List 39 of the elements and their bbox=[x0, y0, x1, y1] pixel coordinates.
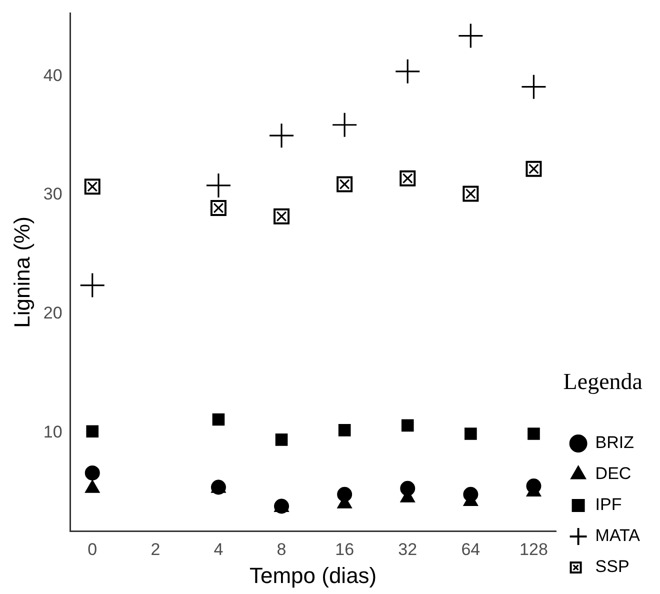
point bbox=[80, 273, 104, 298]
point bbox=[463, 486, 478, 502]
x-tick-label: 16 bbox=[335, 540, 354, 560]
x-tick-label: 2 bbox=[150, 540, 160, 560]
legend-label: SSP bbox=[595, 557, 630, 576]
legend-label: IPF bbox=[595, 495, 622, 514]
y-tick-label: 40 bbox=[43, 66, 62, 85]
legend-label: DEC bbox=[595, 464, 632, 484]
point bbox=[84, 465, 100, 480]
legend-label: MATA bbox=[595, 526, 641, 546]
x-tick-label: 4 bbox=[214, 540, 224, 560]
x-tick-label: 8 bbox=[276, 540, 286, 560]
x-axis-title: Tempo (dias) bbox=[249, 562, 377, 588]
x-tick-label: 64 bbox=[461, 540, 480, 560]
legend-title: Legenda bbox=[563, 368, 642, 394]
point bbox=[400, 480, 416, 496]
point bbox=[396, 59, 420, 84]
x-tick-label: 32 bbox=[398, 540, 418, 560]
point bbox=[86, 425, 99, 438]
y-tick-label: 20 bbox=[43, 303, 62, 322]
point bbox=[332, 112, 357, 137]
x-tick-label: 0 bbox=[88, 540, 98, 560]
point bbox=[464, 428, 477, 440]
point bbox=[270, 124, 294, 148]
point bbox=[528, 428, 540, 440]
point bbox=[526, 478, 542, 494]
point bbox=[275, 434, 288, 446]
legend-label: BRIZ bbox=[595, 433, 634, 452]
point bbox=[212, 413, 225, 426]
y-axis-title: Lignina (%) bbox=[9, 216, 34, 328]
point bbox=[337, 486, 352, 502]
x-tick-label: 128 bbox=[520, 540, 548, 560]
point bbox=[458, 24, 483, 48]
y-tick-label: 30 bbox=[43, 184, 62, 204]
point bbox=[401, 419, 414, 432]
point bbox=[338, 424, 351, 436]
y-tick-label: 10 bbox=[43, 422, 62, 442]
point bbox=[206, 173, 230, 198]
point bbox=[522, 74, 546, 99]
